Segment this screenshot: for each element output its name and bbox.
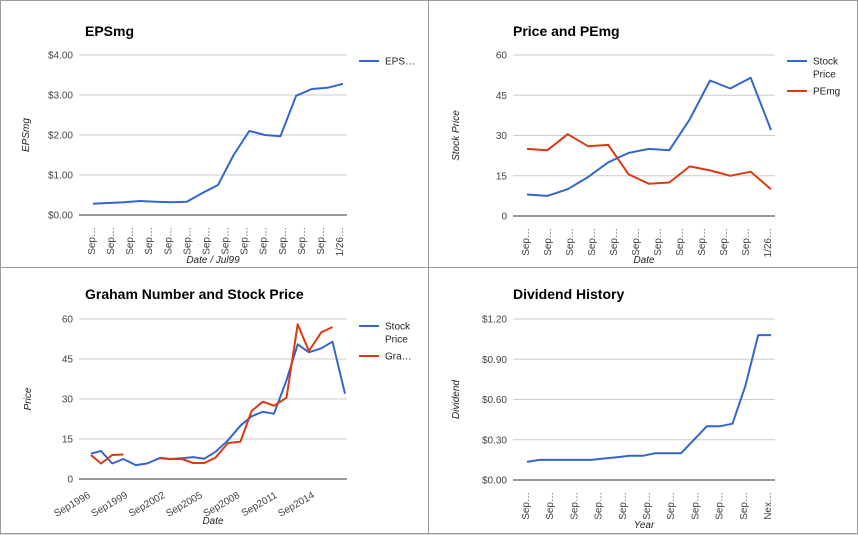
graham-chart-title: Graham Number and Stock Price xyxy=(85,286,304,302)
graham-series-line-0 xyxy=(90,340,346,467)
dividend-xtick-label: Sep… xyxy=(739,492,750,520)
eps-xtick-label: Sep… xyxy=(240,227,251,255)
dividend-chart-title: Dividend History xyxy=(513,286,624,302)
price-pe-x-axis-label: Date xyxy=(633,255,655,266)
price-pe-xtick-label: Sep… xyxy=(587,228,598,256)
eps-series-line-0 xyxy=(92,82,344,205)
graham-xtick-label: Sep2002 xyxy=(127,490,168,520)
dividend-y-axis-label: Dividend xyxy=(451,380,462,419)
eps-xtick-label: Sep… xyxy=(278,227,289,255)
dividend-xtick-label: Nex… xyxy=(763,492,774,520)
eps-xtick-label: Sep… xyxy=(163,227,174,255)
eps-ytick-label: $4.00 xyxy=(48,51,73,62)
dividend-series-line-0 xyxy=(526,334,771,463)
dividend-xtick-label: Sep… xyxy=(594,492,605,520)
graham-legend-label-0: Stock Price xyxy=(385,322,411,346)
eps-xtick-label: Sep… xyxy=(201,227,212,255)
price-pe-xtick-label: Sep… xyxy=(609,228,620,256)
graham-x-axis-label: Date xyxy=(202,516,224,527)
eps-xtick-label: Sep… xyxy=(125,227,136,255)
price-pe-xtick-label: Sep… xyxy=(697,228,708,256)
graham-ytick-label: 30 xyxy=(62,395,74,406)
dividend-ytick-label: $0.30 xyxy=(482,435,507,446)
dividend-ytick-label: $1.20 xyxy=(482,315,507,326)
eps-xtick-label: Sep… xyxy=(259,227,270,255)
graham-ytick-label: 15 xyxy=(62,435,74,446)
eps-xtick-label: Sep… xyxy=(87,227,98,255)
dividend-xtick-label: Sep… xyxy=(715,492,726,520)
graham-ytick-label: 0 xyxy=(67,475,73,486)
eps-xtick-label: Sep… xyxy=(182,227,193,255)
graham-xtick-label: Sep2005 xyxy=(164,490,205,520)
price-pe-xtick-label: Sep… xyxy=(741,228,752,256)
eps-xtick-label: Sep… xyxy=(221,227,232,255)
dividend-xtick-label: Sep… xyxy=(521,492,532,520)
graham-legend-label-1: Gra… xyxy=(385,352,412,363)
price-pe-xtick-label: Sep… xyxy=(719,228,730,256)
dividend-chart-panel: Dividend History $0.00 $0.30 $0.60 $0.90 $1.2… xyxy=(428,267,858,534)
graham-xtick-label: Sep1999 xyxy=(90,490,131,520)
dividend-xtick-label: Sep… xyxy=(642,492,653,520)
price-pe-xtick-label: Sep… xyxy=(543,228,554,256)
eps-xtick-label: Sep… xyxy=(297,227,308,255)
eps-xtick-label: 1/26… xyxy=(335,227,346,256)
eps-y-axis-label: EPSmg xyxy=(21,118,32,152)
graham-series-line-1 xyxy=(159,323,333,464)
price-pe-legend-label-1: PEmg xyxy=(813,87,840,98)
graham-y-axis-label: Price xyxy=(23,387,34,410)
price-pe-xtick-label: Sep… xyxy=(653,228,664,256)
price-pe-xtick-label: 1/26… xyxy=(763,228,774,257)
price-pe-ytick-label: 0 xyxy=(501,212,507,223)
eps-xtick-label: Sep… xyxy=(316,227,327,255)
graham-chart-svg: Graham Number and Stock Price 0 15 30 45 60 Se… xyxy=(23,286,412,527)
dividend-xtick-label: Sep… xyxy=(690,492,701,520)
graham-ytick-label: 60 xyxy=(62,315,74,326)
dividend-xtick-label: Sep… xyxy=(545,492,556,520)
eps-xtick-label: Sep… xyxy=(144,227,155,255)
graham-series-line-1 xyxy=(90,453,124,465)
eps-chart-svg: EPSmg $0.00 $1.00 $2.00 $3.00 $4.00 Sep… Sep… Se… xyxy=(21,23,415,266)
eps-ytick-label: $3.00 xyxy=(48,91,73,102)
eps-x-axis-label: Date / Jul99 xyxy=(186,255,240,266)
eps-legend-label-0: EPS… xyxy=(385,57,415,68)
price-pe-xtick-label: Sep… xyxy=(521,228,532,256)
eps-ytick-label: $2.00 xyxy=(48,131,73,142)
dividend-xtick-label: Sep… xyxy=(618,492,629,520)
price-pe-xtick-label: Sep… xyxy=(565,228,576,256)
dividend-ytick-label: $0.90 xyxy=(482,355,507,366)
dividend-xtick-label: Sep… xyxy=(666,492,677,520)
price-pe-chart-panel: Price and PEmg 0 15 30 45 60 Sep… Sep… Sep… Sep… S… xyxy=(428,0,858,269)
graham-xtick-label: Sep2014 xyxy=(276,490,317,520)
eps-ytick-label: $0.00 xyxy=(48,211,73,222)
price-pe-legend-label-0: Stock Price xyxy=(813,57,839,81)
graham-xtick-label: Sep2011 xyxy=(240,490,280,519)
eps-xtick-label: Sep… xyxy=(106,227,117,255)
price-pe-series-line-0 xyxy=(526,76,772,197)
price-pe-ytick-label: 45 xyxy=(496,91,508,102)
dividend-chart-svg: Dividend History $0.00 $0.30 $0.60 $0.90 $1.2… xyxy=(451,286,775,531)
price-pe-ytick-label: 15 xyxy=(496,171,508,182)
price-pe-series-line-1 xyxy=(526,133,772,190)
dividend-xtick-label: Sep… xyxy=(569,492,580,520)
price-pe-xtick-label: Sep… xyxy=(631,228,642,256)
price-pe-ytick-label: 60 xyxy=(496,51,508,62)
eps-chart-panel: EPSmg $0.00 $1.00 $2.00 $3.00 $4.00 Sep… Sep… Se… xyxy=(0,0,430,269)
price-pe-xtick-label: Sep… xyxy=(675,228,686,256)
dividend-x-axis-label: Year xyxy=(634,520,655,531)
graham-chart-panel: Graham Number and Stock Price 0 15 30 45 60 Se… xyxy=(0,267,430,534)
price-pe-ytick-label: 30 xyxy=(496,131,508,142)
graham-xtick-label: Sep1996 xyxy=(52,490,93,520)
price-pe-chart-title: Price and PEmg xyxy=(513,23,620,39)
eps-chart-title: EPSmg xyxy=(85,23,134,39)
dividend-ytick-label: $0.00 xyxy=(482,476,507,487)
price-pe-chart-svg: Price and PEmg 0 15 30 45 60 Sep… Sep… Sep… Sep… S… xyxy=(451,23,840,266)
graham-ytick-label: 45 xyxy=(62,355,74,366)
price-pe-y-axis-label: Stock Price xyxy=(451,110,462,161)
eps-ytick-label: $1.00 xyxy=(48,171,73,182)
dividend-ytick-label: $0.60 xyxy=(482,395,507,406)
